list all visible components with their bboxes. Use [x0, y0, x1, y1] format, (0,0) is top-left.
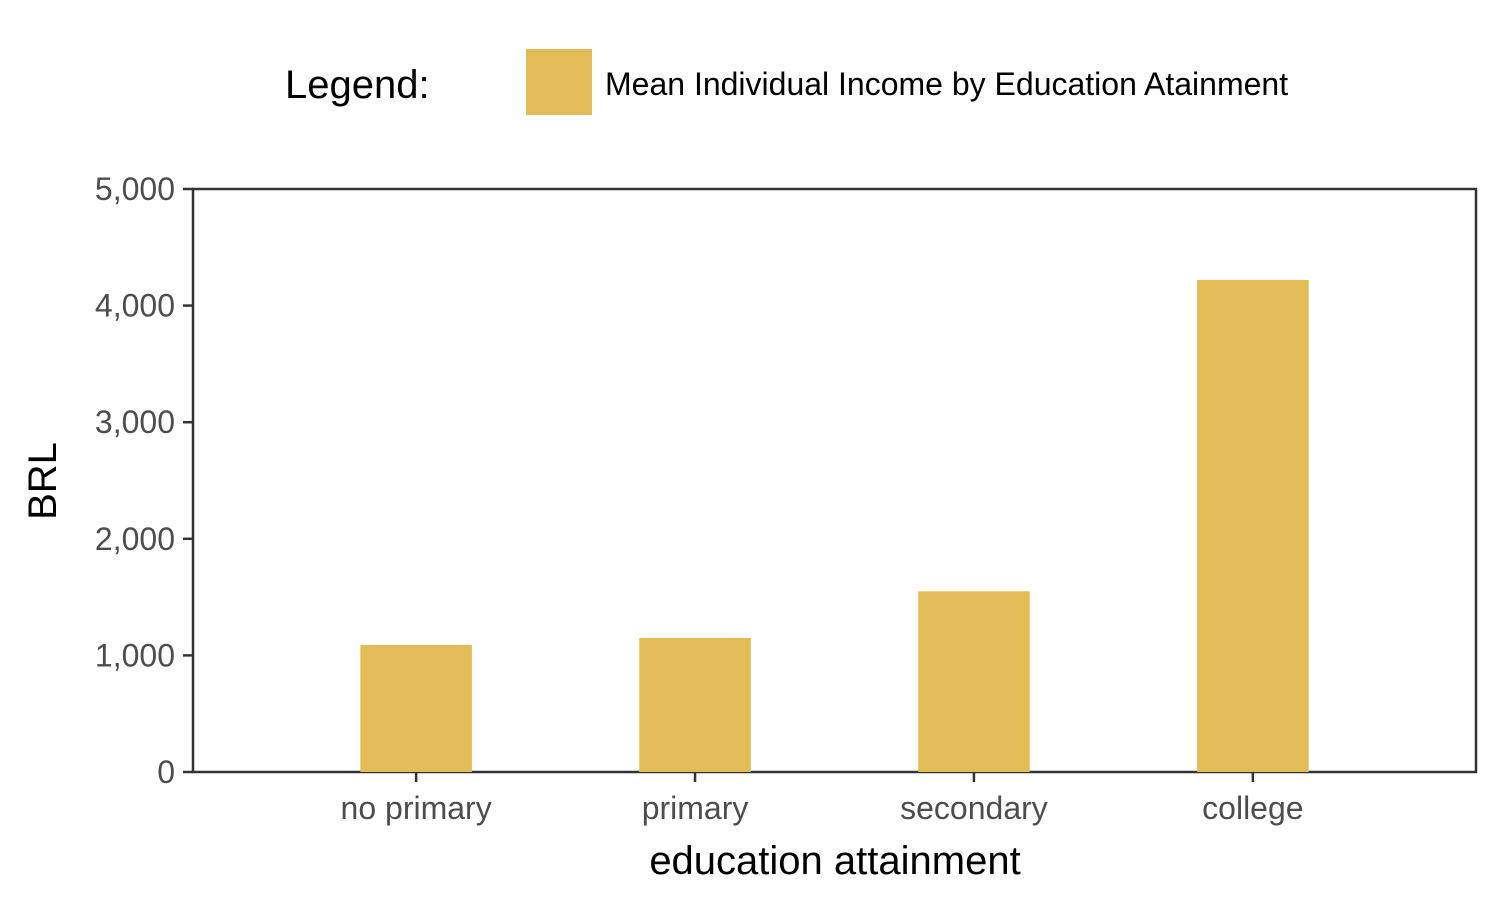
- y-tick-label: 2,000: [95, 521, 175, 557]
- bar-no-primary: [360, 644, 472, 772]
- x-tick-label: primary: [642, 790, 749, 826]
- bar-college: [1197, 279, 1309, 772]
- legend-title: Legend:: [285, 63, 430, 107]
- legend-swatch: [526, 49, 592, 115]
- y-tick-label: 3,000: [95, 404, 175, 440]
- plot-frame: [191, 187, 1478, 774]
- y-tick-label: 0: [157, 754, 175, 790]
- y-axis-title: BRL: [21, 442, 65, 520]
- bar-secondary: [918, 591, 1030, 772]
- y-axis: 0 1,000 2,000 3,000 4,000 5,000: [95, 171, 193, 790]
- y-tick-label: 4,000: [95, 288, 175, 324]
- x-tick-label: college: [1202, 790, 1303, 826]
- legend: Legend: Mean Individual Income by Educat…: [285, 49, 1288, 115]
- x-tick-label: secondary: [900, 790, 1048, 826]
- x-axis-title: education attainment: [649, 839, 1020, 883]
- x-tick-label: no primary: [341, 790, 492, 826]
- bar-primary: [639, 637, 751, 772]
- legend-entry-label: Mean Individual Income by Education Atai…: [605, 66, 1288, 102]
- y-tick-label: 5,000: [95, 171, 175, 207]
- plot-area: 0 1,000 2,000 3,000 4,000 5,000 no primary pri…: [95, 171, 1478, 826]
- x-axis: no primary primary secondary college: [341, 772, 1304, 826]
- y-tick-label: 1,000: [95, 637, 175, 673]
- bars: [360, 279, 1309, 772]
